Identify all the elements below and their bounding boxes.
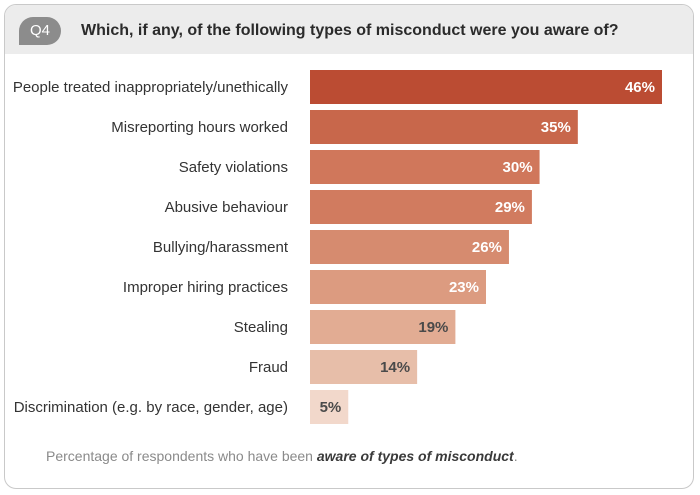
value-label-7: 14% — [380, 359, 410, 376]
category-label-0: People treated inappropriately/unethical… — [13, 79, 289, 96]
category-label-1: Misreporting hours worked — [111, 119, 288, 136]
category-label-3: Abusive behaviour — [165, 199, 288, 216]
bar-1 — [310, 110, 578, 144]
bar-4 — [310, 230, 509, 264]
bar-chart: People treated inappropriately/unethical… — [13, 70, 662, 424]
value-label-8: 5% — [320, 399, 342, 416]
chart-title: Which, if any, of the following types of… — [81, 22, 619, 39]
footnote: Percentage of respondents who have been … — [46, 448, 518, 464]
value-label-3: 29% — [495, 199, 525, 216]
value-label-0: 46% — [625, 79, 655, 96]
bar-3 — [310, 190, 532, 224]
value-label-5: 23% — [449, 279, 479, 296]
bar-8 — [310, 390, 349, 424]
question-header: Q4 Which, if any, of the following types… — [5, 5, 693, 54]
value-label-2: 30% — [503, 159, 533, 176]
category-label-8: Discrimination (e.g. by race, gender, ag… — [14, 399, 288, 416]
value-label-4: 26% — [472, 239, 502, 256]
question-badge: Q4 — [19, 17, 61, 45]
category-label-2: Safety violations — [179, 159, 288, 176]
bar-6 — [310, 310, 456, 344]
footnote-emphasis: aware of types of misconduct — [316, 448, 514, 464]
category-label-4: Bullying/harassment — [153, 239, 289, 256]
footnote-suffix: . — [513, 448, 518, 464]
bar-0 — [310, 70, 662, 104]
category-label-7: Fraud — [249, 359, 288, 376]
bar-2 — [310, 150, 540, 184]
category-label-6: Stealing — [234, 319, 288, 336]
value-label-1: 35% — [541, 119, 571, 136]
value-label-6: 19% — [418, 319, 448, 336]
footnote-prefix: Percentage of respondents who have been — [46, 448, 317, 464]
bar-5 — [310, 270, 486, 304]
category-label-5: Improper hiring practices — [123, 279, 288, 296]
bar-7 — [310, 350, 418, 384]
